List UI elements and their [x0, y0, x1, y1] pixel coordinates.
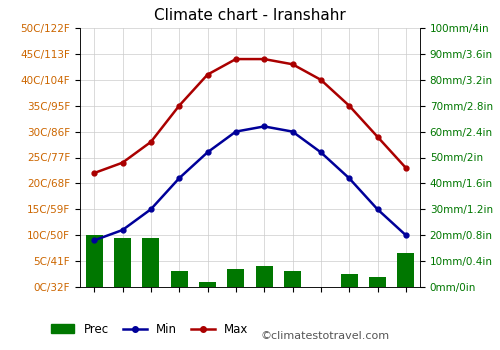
Bar	[114, 238, 131, 287]
Title: Climate chart - Iranshahr: Climate chart - Iranshahr	[154, 8, 346, 23]
Legend: Prec, Min, Max: Prec, Min, Max	[46, 318, 254, 341]
Bar	[398, 253, 414, 287]
Bar	[284, 272, 301, 287]
Bar	[369, 276, 386, 287]
Bar	[142, 238, 160, 287]
Bar	[228, 269, 244, 287]
Bar	[199, 282, 216, 287]
Bar	[86, 235, 102, 287]
Text: ©climatestotravel.com: ©climatestotravel.com	[260, 331, 389, 341]
Bar	[170, 272, 188, 287]
Bar	[256, 266, 272, 287]
Bar	[340, 274, 357, 287]
